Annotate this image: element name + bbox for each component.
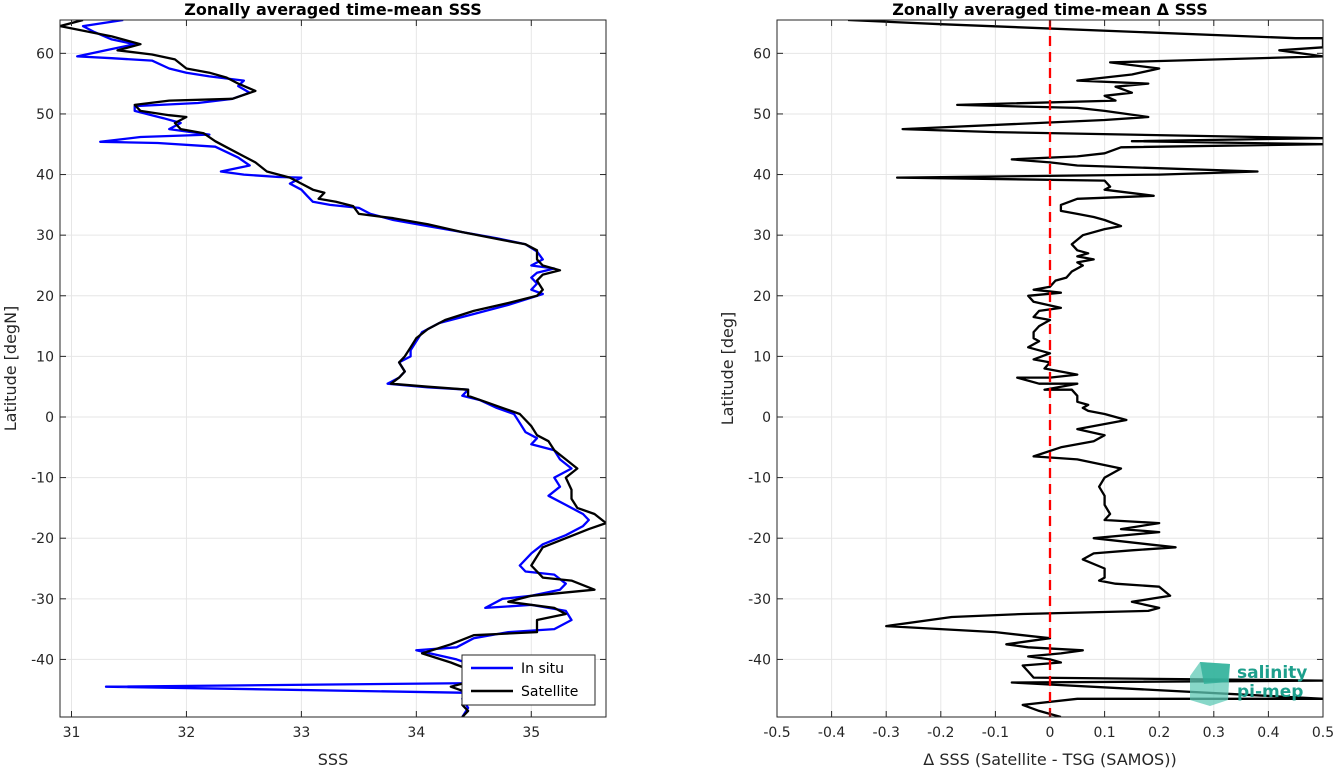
x-tick-label: 0 [1046, 725, 1055, 741]
x-tick-label: 33 [292, 725, 310, 741]
y-tick-label: 20 [36, 289, 54, 305]
y-tick-label: 40 [753, 168, 771, 184]
y-tick-label: -10 [31, 471, 54, 487]
x-tick-label: 0.5 [1312, 725, 1334, 741]
plot-area [60, 20, 606, 717]
y-tick-label: 20 [753, 289, 771, 305]
y-tick-label: -20 [748, 531, 771, 547]
y-tick-label: 50 [36, 107, 54, 123]
y-tick-label: 10 [753, 349, 771, 365]
right-chart: -0.5 -0.4 -0.3 -0.2 -0.1 0 0.1 0.2 0.3 0.4 0.5 -40 -… [718, 0, 1334, 769]
x-tick-label: -0.4 [818, 725, 845, 741]
y-tick-label: 60 [753, 46, 771, 62]
y-tick-label: 30 [36, 228, 54, 244]
y-tick-label: -30 [31, 592, 54, 608]
x-axis-label: SSS [318, 750, 348, 769]
x-tick-label: -0.2 [927, 725, 954, 741]
y-tick-label: -30 [748, 592, 771, 608]
logo-text-salinity: salinity [1237, 663, 1307, 683]
legend: In situ Satellite [461, 654, 596, 706]
x-tick-label: -0.1 [982, 725, 1009, 741]
legend-label-satellite: Satellite [521, 684, 578, 700]
y-tick-label: 0 [762, 410, 771, 426]
legend-label-in-situ: In situ [521, 661, 564, 677]
y-axis-label: Latitude [degN] [1, 306, 20, 432]
y-tick-label: 50 [753, 107, 771, 123]
x-axis-label: Δ SSS (Satellite - TSG (SAMOS)) [923, 750, 1176, 769]
legend-box [461, 654, 596, 706]
y-axis-label: Latitude [deg] [718, 312, 737, 426]
x-tick-label: 0.1 [1093, 725, 1115, 741]
y-tick-label: -40 [748, 652, 771, 668]
x-tick-label: 35 [522, 725, 540, 741]
chart-title: Zonally averaged time-mean Δ SSS [892, 0, 1208, 19]
logo-mark-top [1200, 662, 1230, 684]
x-tick-label: 0.3 [1203, 725, 1225, 741]
x-tick-label: 0.2 [1148, 725, 1170, 741]
x-tick-label: -0.5 [763, 725, 790, 741]
salinity-pi-mep-logo: salinity pi-mep [1190, 662, 1307, 706]
y-tick-label: -20 [31, 531, 54, 547]
series-line-delta-sss [847, 20, 1323, 717]
series-line-in-situ [76, 20, 590, 717]
y-tick-label: 0 [45, 410, 54, 426]
y-tick-label: 60 [36, 46, 54, 62]
x-tick-label: -0.3 [873, 725, 900, 741]
x-tick-label: 32 [178, 725, 196, 741]
y-tick-label: 10 [36, 349, 54, 365]
logo-text-pi-mep: pi-mep [1237, 682, 1303, 702]
axes-frame [59, 19, 607, 718]
left-chart: 31 32 33 34 35 -40 -30 -20 -10 0 10 20 30 40 50 60 Zonal… [1, 0, 607, 769]
plot-area [847, 20, 1323, 717]
y-tick-label: -40 [31, 652, 54, 668]
chart-title: Zonally averaged time-mean SSS [184, 0, 482, 19]
y-tick-label: -10 [748, 471, 771, 487]
y-tick-label: 30 [753, 228, 771, 244]
y-tick-label: 40 [36, 168, 54, 184]
x-tick-label: 34 [407, 725, 425, 741]
x-tick-label: 31 [63, 725, 81, 741]
x-tick-label: 0.4 [1257, 725, 1279, 741]
series-line-satellite [60, 20, 606, 717]
